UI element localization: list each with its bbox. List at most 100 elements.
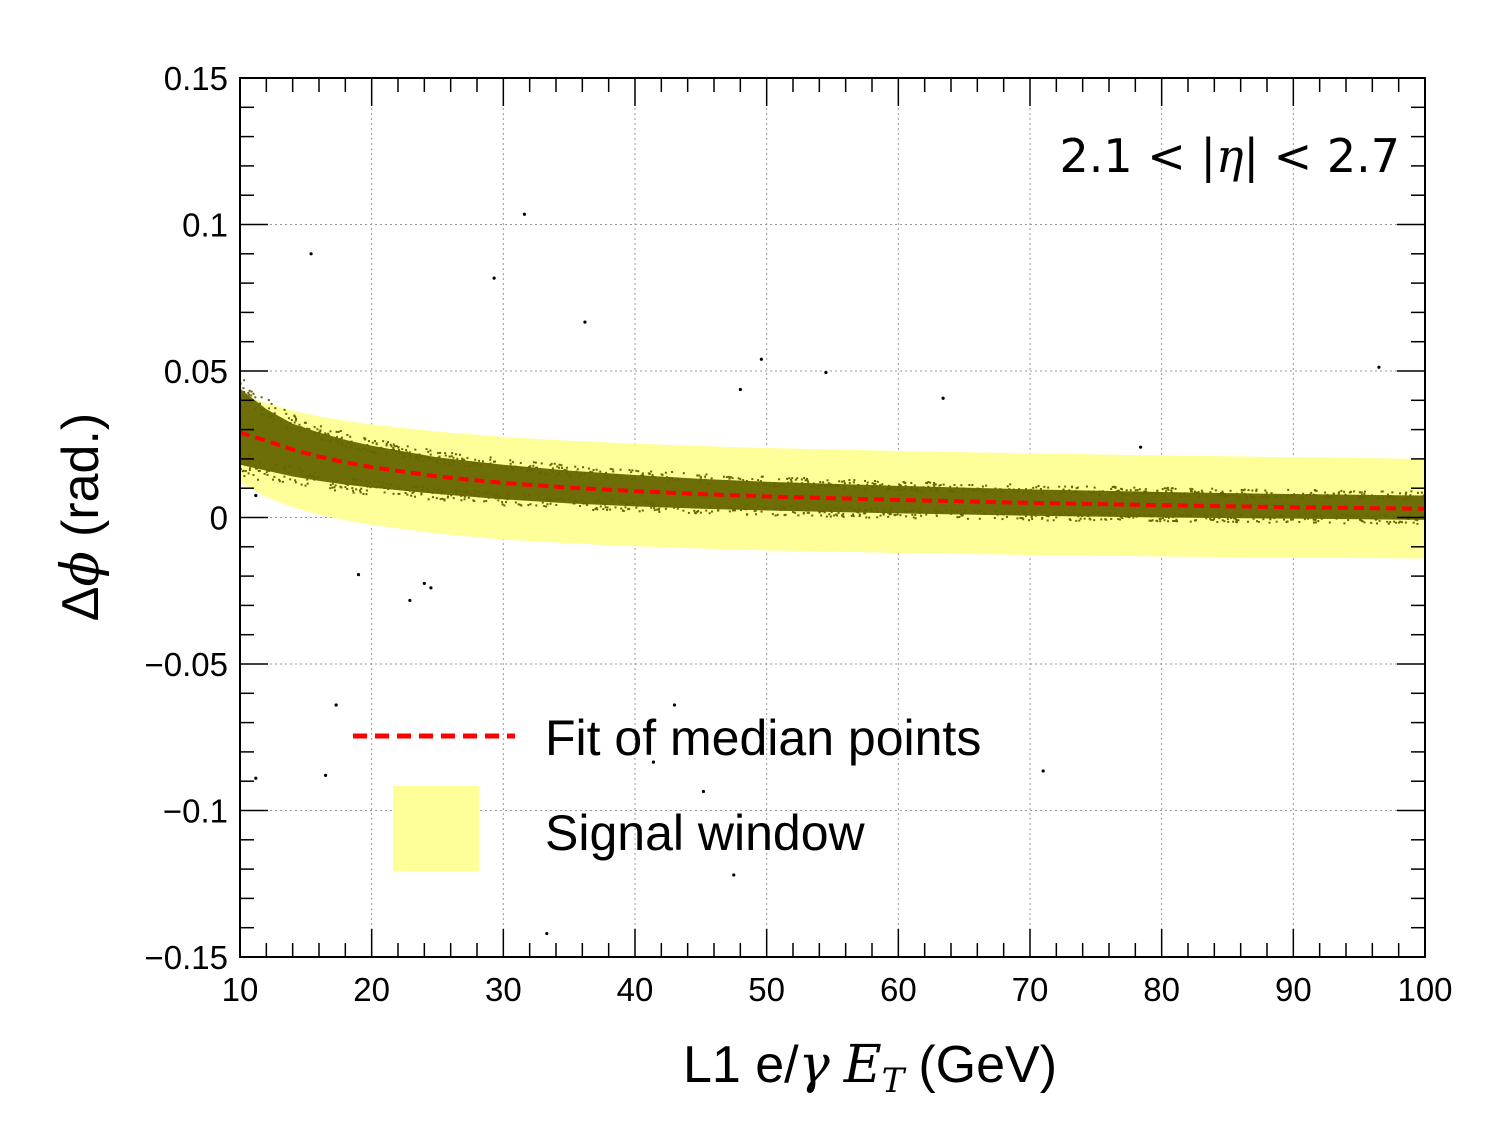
data-point: [841, 515, 844, 518]
data-point: [1124, 493, 1127, 496]
data-point: [638, 510, 641, 513]
data-point: [1110, 518, 1113, 521]
data-point: [294, 419, 297, 422]
data-point: [248, 393, 251, 396]
data-point: [1174, 487, 1177, 490]
data-point: [899, 484, 902, 487]
data-point: [311, 473, 314, 476]
data-point: [806, 511, 809, 514]
data-point: [894, 489, 897, 492]
data-point: [1218, 513, 1221, 516]
data-point: [953, 490, 956, 493]
data-point: [1163, 487, 1166, 490]
data-point: [776, 513, 779, 516]
data-point: [462, 491, 465, 494]
data-point: [244, 470, 247, 473]
data-point: [1252, 496, 1255, 499]
data-point: [549, 502, 552, 505]
data-point: [493, 460, 496, 463]
data-point: [1267, 496, 1270, 499]
data-point: [1198, 512, 1201, 515]
data-point: [739, 478, 742, 481]
data-point: [1074, 490, 1077, 493]
data-point: [416, 453, 419, 456]
data-point: [1055, 516, 1058, 519]
data-point: [1372, 515, 1375, 518]
data-point: [508, 493, 511, 496]
data-point: [352, 478, 355, 481]
data-point: [456, 457, 459, 460]
data-point: [1076, 486, 1079, 489]
data-point: [1022, 511, 1025, 514]
data-point: [1150, 492, 1153, 495]
data-point: [910, 486, 913, 489]
data-point: [344, 482, 347, 485]
data-point: [1269, 517, 1272, 520]
data-point: [344, 486, 347, 489]
data-point: [1348, 491, 1351, 494]
data-point: [740, 509, 743, 512]
data-point: [843, 482, 846, 485]
data-point: [337, 441, 340, 444]
data-point: [1291, 495, 1294, 498]
data-point: [763, 484, 766, 487]
data-point: [652, 475, 655, 478]
data-point: [1156, 489, 1159, 492]
data-point: [1255, 490, 1258, 493]
data-point: [1382, 497, 1385, 500]
data-point: [782, 484, 785, 487]
data-point: [486, 491, 489, 494]
data-point: [1273, 517, 1276, 520]
data-point: [335, 479, 338, 482]
data-point: [1364, 495, 1367, 498]
data-point: [340, 486, 343, 489]
data-point: [1211, 487, 1214, 490]
data-point: [1025, 490, 1028, 493]
data-point: [1251, 489, 1254, 492]
y-tick-label: −0.15: [145, 939, 229, 976]
data-point: [592, 469, 595, 472]
data-point: [835, 514, 838, 517]
data-point: [1016, 517, 1019, 520]
data-point: [1344, 493, 1347, 496]
data-point: [985, 484, 988, 487]
data-point: [535, 504, 538, 507]
data-point: [937, 511, 940, 514]
data-point: [792, 511, 795, 514]
data-point: [865, 516, 868, 519]
data-point: [271, 468, 274, 471]
data-point: [260, 408, 263, 411]
data-point: [809, 485, 812, 488]
data-point: [1312, 493, 1315, 496]
outlier-point: [492, 276, 496, 280]
data-point: [243, 390, 246, 393]
data-point: [308, 473, 311, 476]
data-point: [1116, 489, 1119, 492]
data-point: [575, 470, 578, 473]
data-point: [673, 506, 676, 509]
data-point: [1285, 521, 1288, 524]
data-point: [294, 481, 297, 484]
data-point: [684, 478, 687, 481]
data-point: [1078, 513, 1081, 516]
data-point: [1404, 493, 1407, 496]
data-point: [527, 504, 530, 507]
data-point: [917, 510, 920, 513]
data-point: [1287, 488, 1290, 491]
data-point: [1183, 494, 1186, 497]
data-point: [273, 412, 276, 415]
data-point: [241, 470, 244, 473]
data-point: [471, 462, 474, 465]
data-point: [935, 489, 938, 492]
data-point: [887, 515, 890, 518]
y-tick-label: 0: [210, 500, 228, 537]
data-point: [852, 481, 855, 484]
data-point: [1214, 489, 1217, 492]
data-point: [836, 506, 839, 509]
data-point: [922, 486, 925, 489]
data-point: [267, 399, 270, 402]
data-point: [1163, 519, 1166, 522]
data-point: [331, 486, 334, 489]
data-point: [611, 498, 614, 501]
data-point: [1310, 491, 1313, 494]
